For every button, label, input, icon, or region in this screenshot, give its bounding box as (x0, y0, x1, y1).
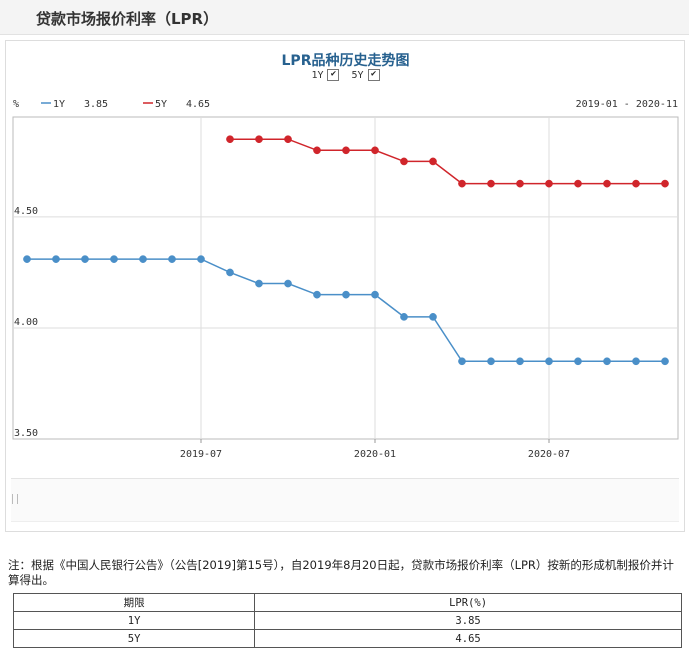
data-point-5y (661, 179, 669, 188)
table-header-rate: LPR(%) (254, 593, 682, 612)
data-point-5y (487, 179, 495, 188)
data-point-5y (342, 146, 350, 155)
table-header-term: 期限 (12, 593, 256, 612)
x-tick-label: 2019-07 (180, 449, 222, 460)
data-point-1y (197, 255, 205, 263)
toggle-1y-label: 1Y (311, 69, 324, 81)
data-point-5y (516, 179, 524, 188)
section-header: 贷款市场报价利率（LPR） (0, 0, 689, 35)
date-range-label: 2019-01 - 2020-11 (576, 99, 678, 110)
data-point-5y (603, 179, 611, 188)
data-point-1y (342, 290, 350, 299)
data-point-5y (574, 179, 582, 188)
data-point-1y (487, 357, 495, 366)
x-tick-label: 2020-01 (354, 449, 396, 460)
series-line-5y (230, 138, 665, 185)
y-tick-label: 3.50 (14, 428, 38, 439)
data-point-1y (574, 357, 582, 366)
data-point-5y (429, 157, 437, 166)
data-point-1y (545, 357, 553, 366)
y-axis: 3.50 4.00 4.50 (14, 206, 38, 439)
legend-1y-name: 1Y (53, 99, 65, 110)
data-point-1y (168, 255, 176, 263)
table-row: 5Y 4.65 (12, 629, 682, 648)
data-point-1y (52, 255, 60, 263)
data-point-1y (110, 255, 118, 263)
chart-title: LPR品种历史走势图 (281, 53, 410, 69)
table-cell-rate: 3.85 (254, 611, 682, 630)
data-point-1y (226, 268, 234, 277)
scrollbar-handle[interactable] (12, 494, 18, 504)
data-point-5y (313, 146, 321, 155)
data-point-5y (400, 157, 408, 166)
data-point-5y (458, 179, 466, 188)
data-point-1y (371, 290, 379, 299)
table-row: 1Y 3.85 (12, 611, 682, 630)
legend-5y-name: 5Y (155, 99, 167, 110)
data-point-1y (516, 357, 524, 366)
x-tick-label: 2020-07 (528, 449, 570, 460)
legend: 1Y 3.85 5Y 4.65 (41, 99, 210, 110)
table-cell-term: 5Y (12, 629, 256, 648)
toggle-5y[interactable]: 5Y (352, 69, 380, 81)
lpr-table: 期限 LPR(%) 1Y 3.85 5Y 4.65 (12, 593, 682, 648)
table-header-row: 期限 LPR(%) (12, 593, 682, 612)
data-point-1y (139, 255, 147, 263)
toggle-1y[interactable]: 1Y (311, 69, 340, 81)
grid-lines (13, 117, 678, 439)
data-point-1y (81, 255, 89, 263)
toggle-5y-checkbox[interactable] (367, 69, 380, 81)
series-toggles: 1Y 5Y (1, 69, 689, 81)
legend-1y-value: 3.85 (84, 99, 108, 110)
x-axis: 2019-07 2020-01 2020-07 (180, 439, 570, 460)
lpr-line-chart: % 1Y 3.85 5Y 4.65 2019-01 - 2020-11 3.50… (12, 99, 679, 460)
toggle-5y-label: 5Y (351, 69, 364, 81)
data-point-5y (284, 135, 292, 144)
data-point-1y (632, 357, 640, 366)
data-point-5y (255, 135, 263, 144)
data-point-5y (371, 146, 379, 155)
data-point-1y (284, 279, 292, 288)
data-point-1y (661, 357, 669, 366)
data-point-5y (545, 179, 553, 188)
table-cell-rate: 4.65 (254, 629, 682, 648)
data-point-1y (255, 279, 263, 288)
y-unit-label: % (13, 99, 19, 110)
y-tick-label: 4.00 (14, 317, 38, 328)
series-points (23, 135, 669, 366)
data-point-1y (400, 313, 408, 321)
page-title: 贷款市场报价利率（LPR） (36, 10, 219, 28)
data-point-5y (632, 179, 640, 188)
range-scrollbar[interactable] (11, 478, 679, 522)
data-point-1y (458, 357, 466, 366)
footnote: 注：根据《中国人民银行公告》（公告[2019]第15号），自2019年8月20日… (8, 558, 674, 587)
data-point-1y (313, 290, 321, 299)
data-point-1y (23, 255, 31, 263)
data-point-1y (429, 313, 437, 321)
toggle-1y-checkbox[interactable] (327, 69, 340, 81)
plot-area (12, 116, 679, 440)
legend-5y-value: 4.65 (186, 99, 210, 110)
table-cell-term: 1Y (12, 611, 256, 630)
y-tick-label: 4.50 (14, 206, 38, 217)
data-point-1y (603, 357, 611, 366)
data-point-5y (226, 135, 234, 144)
